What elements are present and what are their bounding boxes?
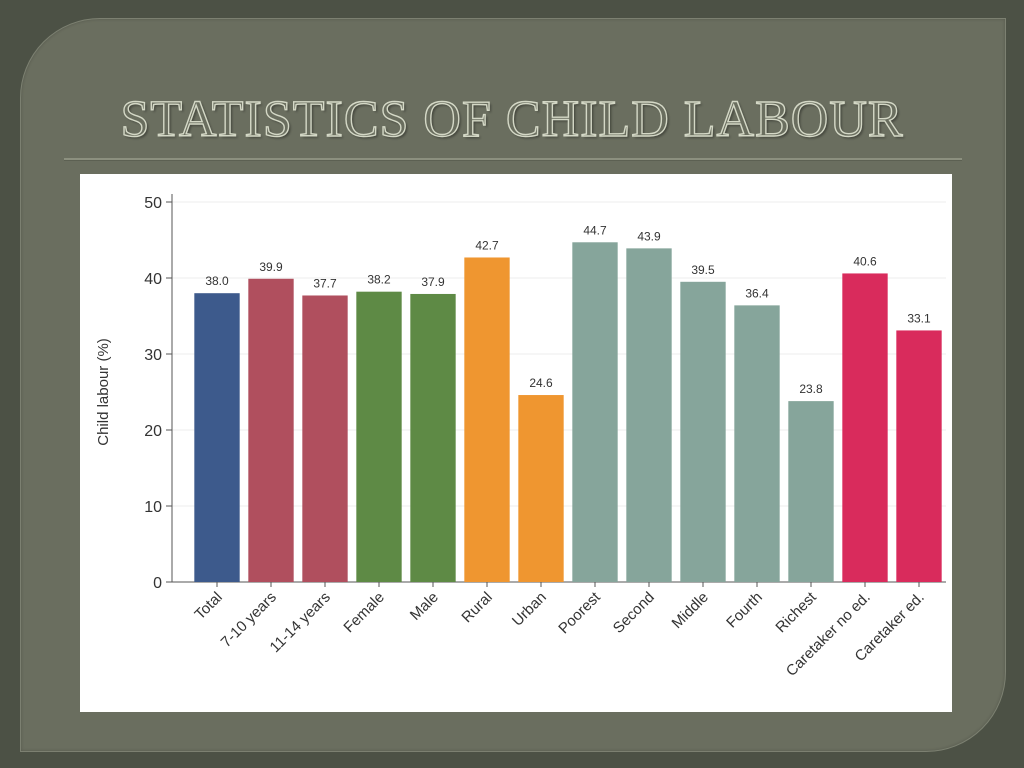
y-tick-label: 0	[153, 575, 162, 592]
data-label: 39.9	[259, 260, 283, 274]
bar	[464, 257, 510, 582]
bar	[572, 242, 618, 582]
bar	[194, 293, 240, 582]
x-tick-label: Rural	[458, 589, 495, 626]
x-tick-label: Second	[610, 589, 658, 637]
x-tick-label: Total	[191, 589, 225, 623]
bar	[734, 305, 780, 582]
title-divider	[64, 158, 962, 161]
data-label: 38.0	[205, 274, 229, 288]
bar	[356, 291, 402, 582]
x-tick-label: Poorest	[555, 588, 604, 637]
y-tick-label: 50	[144, 195, 162, 212]
data-label: 37.7	[313, 276, 337, 290]
bar	[626, 248, 672, 583]
data-label: 42.7	[475, 238, 499, 252]
data-label: 38.2	[367, 273, 391, 287]
data-label: 43.9	[637, 229, 661, 243]
slide-title: STATISTICS OF CHILD LABOUR	[120, 90, 904, 148]
bar	[788, 401, 834, 582]
data-label: 33.1	[907, 311, 931, 325]
data-label: 44.7	[583, 223, 607, 237]
bar	[680, 281, 726, 582]
bar-chart: 0 10 20 30 40 50 Child labour (%) 38.0 Total 39.9…	[95, 194, 946, 680]
bar	[248, 278, 294, 582]
bar	[410, 293, 456, 582]
x-tick-label: Richest	[772, 588, 820, 636]
chart-image: 0 10 20 30 40 50 Child labour (%) 38.0 Total 39.9…	[80, 174, 952, 712]
data-label: 37.9	[421, 275, 445, 289]
data-label: 24.6	[529, 376, 553, 390]
data-label: 39.5	[691, 263, 715, 277]
y-tick-label: 40	[144, 271, 162, 288]
data-label: 40.6	[853, 254, 877, 268]
data-label: 23.8	[799, 382, 823, 396]
bar	[896, 330, 942, 582]
y-tick-label: 20	[144, 423, 162, 440]
x-tick-label: Urban	[509, 589, 550, 630]
y-tick-label: 30	[144, 347, 162, 364]
y-tick-label: 10	[144, 499, 162, 516]
bar	[842, 273, 888, 582]
bar	[518, 395, 564, 582]
data-label: 36.4	[745, 286, 769, 300]
bar	[302, 295, 348, 582]
x-tick-label: Female	[340, 589, 387, 636]
x-tick-label: Male	[407, 589, 442, 624]
x-tick-label: Middle	[669, 589, 712, 632]
x-tick-label: Fourth	[723, 589, 766, 632]
y-axis-label: Child labour (%)	[95, 338, 112, 446]
